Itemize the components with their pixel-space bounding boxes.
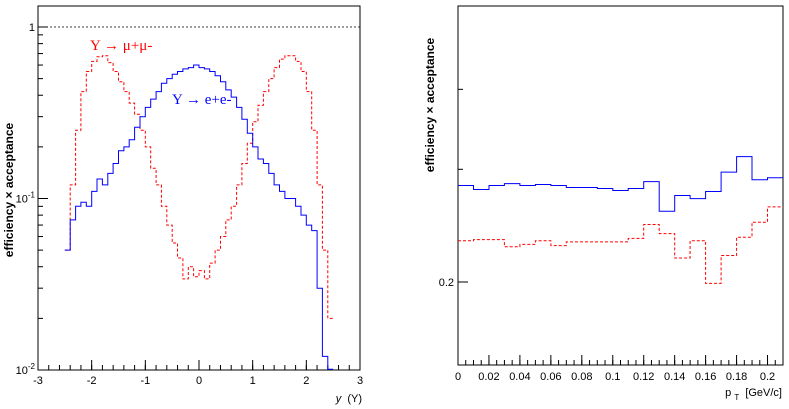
right-x-ticks: 0 0.02 0.04 0.06 0.08 0.1 0.12 0.14 0.16 0.18 0.2 xyxy=(455,355,784,383)
left-annotation-ee: Υ → e+e- xyxy=(172,92,232,108)
left-x-tick-label: -1 xyxy=(140,375,150,387)
right-y-axis-title: efficiency × acceptance xyxy=(423,37,437,172)
left-x-tick-label: 3 xyxy=(357,375,363,387)
right-series-ee-line xyxy=(458,156,783,212)
left-y-tick-label: 1 xyxy=(29,22,35,34)
right-y-tick-label: 0.2 xyxy=(439,277,454,289)
right-x-tick-label: 0.06 xyxy=(540,371,561,383)
right-x-tick-label: 0.18 xyxy=(726,371,747,383)
left-x-tick-label: 0 xyxy=(196,375,202,387)
left-x-tick-label: -2 xyxy=(87,375,97,387)
right-x-tick-label: 0.08 xyxy=(571,371,592,383)
left-x-tick-label: 1 xyxy=(250,375,256,387)
right-x-tick-label: 0.04 xyxy=(509,371,530,383)
left-x-tick-label: -3 xyxy=(33,375,43,387)
left-panel: 1 10-1 10-2 -3 -2 -1 0 1 2 3 Υ → μ+μ- Υ → e+e- e… xyxy=(2,5,363,405)
left-series-mumu-line xyxy=(64,55,334,319)
left-annotation-mumu: Υ → μ+μ- xyxy=(90,38,152,54)
left-series-ee-line xyxy=(64,64,334,370)
left-x-tick-label: 2 xyxy=(303,375,309,387)
right-x-tick-label: 0 xyxy=(455,371,461,383)
right-plot-frame xyxy=(457,5,784,366)
right-x-axis-unit: [GeV/c] xyxy=(745,387,782,399)
left-y-axis-title: efficiency × acceptance xyxy=(2,122,16,257)
right-x-tick-label: 0.16 xyxy=(695,371,716,383)
right-x-tick-label: 0.02 xyxy=(478,371,499,383)
right-x-tick-label: 0.2 xyxy=(760,371,775,383)
left-plot-frame xyxy=(37,5,361,371)
left-x-ticks: -3 -2 -1 0 1 2 3 xyxy=(33,360,363,387)
right-x-axis-sub: T xyxy=(734,393,739,402)
left-y-ticks: 1 10-1 10-2 xyxy=(16,22,48,377)
right-panel: 0.2 0 0.02 0.04 0.06 0.08 0.1 0.12 0.14 0.16 0.18… xyxy=(423,5,784,403)
right-series-mumu-line xyxy=(458,206,783,284)
left-x-axis-unit: (Υ) xyxy=(347,393,362,405)
left-y-tick-label: 10-1 xyxy=(16,191,36,206)
right-y-ticks: 0.2 xyxy=(439,88,468,289)
right-x-tick-label: 0.14 xyxy=(664,371,685,383)
left-x-axis-var: y xyxy=(335,393,343,405)
right-x-tick-label: 0.1 xyxy=(605,371,620,383)
left-x-axis-title: y (Υ) xyxy=(335,393,362,405)
right-x-axis-var: p xyxy=(725,387,731,399)
right-x-tick-label: 0.12 xyxy=(633,371,654,383)
left-y-tick-label: 10-2 xyxy=(16,362,36,377)
right-x-axis-title: p T [GeV/c] xyxy=(725,387,782,403)
